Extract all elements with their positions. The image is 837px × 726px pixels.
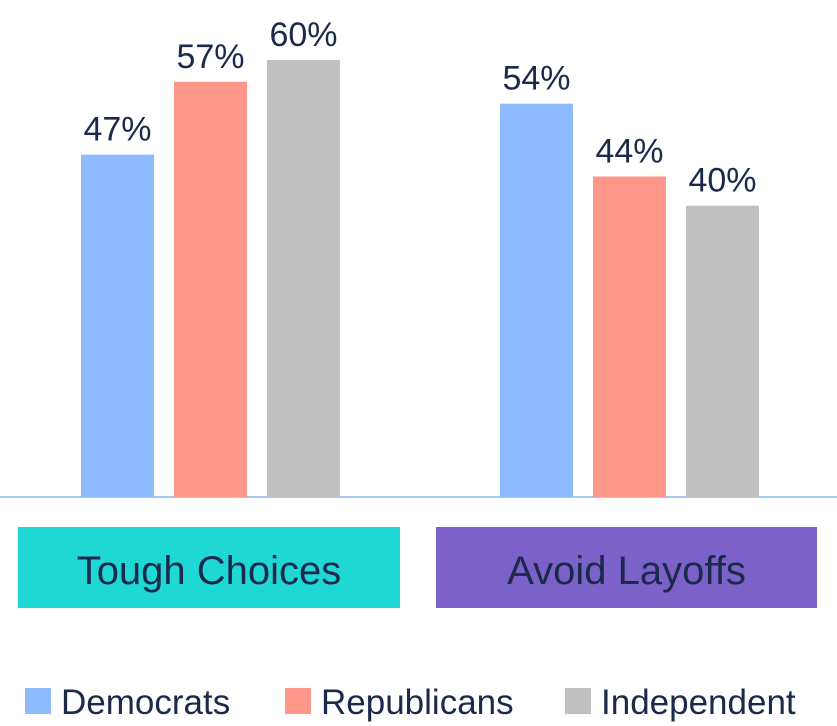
value-label: 54% (502, 60, 570, 98)
value-label: 60% (269, 16, 337, 54)
legend-label: Democrats (61, 683, 230, 722)
bar (174, 81, 247, 497)
category-box (18, 527, 400, 608)
bar (81, 154, 154, 497)
legend-swatch (25, 688, 51, 714)
x-tick-label: Tough Choices (77, 549, 342, 593)
bar (500, 103, 573, 497)
legend-swatch (565, 688, 591, 714)
bar (267, 60, 340, 497)
legend-label: Independent (601, 683, 796, 722)
bar (593, 176, 666, 498)
value-label: 47% (83, 111, 151, 149)
x-tick-label: Avoid Layoffs (507, 549, 746, 593)
value-label: 40% (688, 162, 756, 200)
bar (686, 205, 759, 497)
value-label: 57% (176, 38, 244, 76)
value-label: 44% (595, 133, 663, 171)
legend-swatch (285, 688, 311, 714)
legend-label: Republicans (321, 683, 514, 722)
category-box (436, 527, 817, 608)
